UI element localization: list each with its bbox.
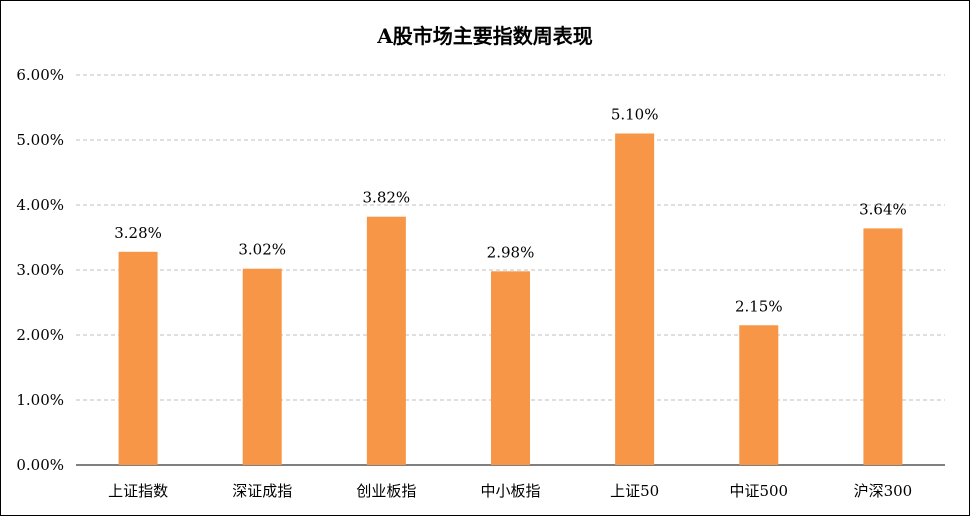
chart-title: A股市场主要指数周表现 <box>377 24 593 48</box>
bar <box>118 251 158 465</box>
data-label: 5.10% <box>611 106 659 124</box>
x-tick-label: 沪深300 <box>854 482 913 500</box>
y-tick-label: 3.00% <box>16 261 64 279</box>
bar <box>491 271 530 465</box>
bar <box>366 216 406 465</box>
data-label: 3.02% <box>238 241 286 259</box>
x-tick-label: 中证500 <box>729 482 788 500</box>
x-tick-label: 中小板指 <box>480 482 540 500</box>
bars <box>118 133 903 465</box>
data-label: 3.28% <box>114 224 162 242</box>
data-label: 2.15% <box>735 297 783 315</box>
data-label: 3.82% <box>363 189 411 207</box>
x-tick-label: 上证指数 <box>108 482 168 500</box>
y-tick-label: 4.00% <box>16 196 64 214</box>
data-label: 2.98% <box>487 243 535 261</box>
x-tick-label: 创业板指 <box>356 482 416 500</box>
y-axis-ticks: 0.00% 1.00% 2.00% 3.00% 4.00% 5.00% 6.00% <box>16 66 64 474</box>
bar <box>739 325 779 465</box>
x-tick-label: 深证成指 <box>232 482 292 500</box>
bar <box>615 133 655 465</box>
x-axis-ticks: 上证指数 深证成指 创业板指 中小板指 上证50 中证500 沪深300 <box>108 482 912 500</box>
y-tick-label: 5.00% <box>16 131 64 149</box>
y-tick-label: 2.00% <box>16 326 64 344</box>
data-labels: 3.28% 3.02% 3.82% 2.98% 5.10% 2.15% 3.64% <box>114 106 907 316</box>
y-tick-label: 0.00% <box>16 456 64 474</box>
y-tick-label: 1.00% <box>16 391 64 409</box>
data-label: 3.64% <box>859 200 907 218</box>
bar <box>242 268 282 465</box>
bar <box>863 228 903 465</box>
x-tick-label: 上证50 <box>610 482 659 500</box>
y-tick-label: 6.00% <box>16 66 64 84</box>
